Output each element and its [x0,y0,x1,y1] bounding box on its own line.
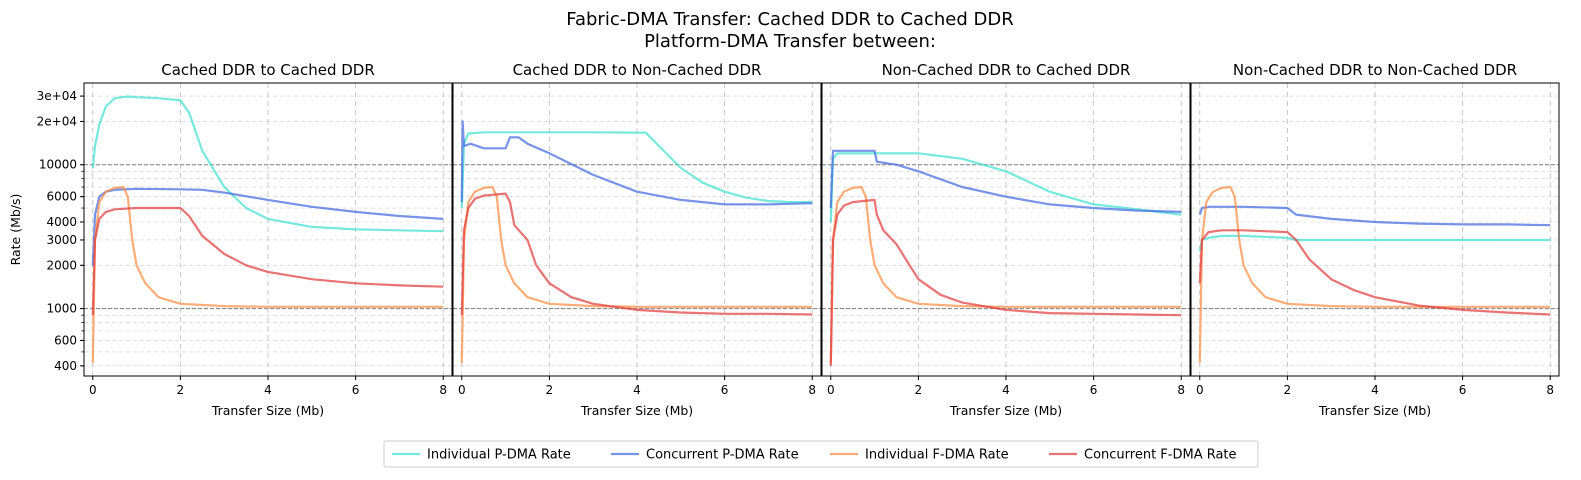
series-line-4 [1198,229,1551,316]
y-tick-label: 400 [54,359,77,373]
x-tick-label: 8 [1177,383,1185,397]
subplot-4: 0 2 4 6 8 Transfer Size (Mb) Non-Cached DDR to… [1190,61,1560,418]
legend-label: Concurrent F-DMA Rate [1084,448,1237,463]
series-line-4 [829,198,1182,366]
x-tick-label: 0 [458,383,466,397]
x-tick-label: 4 [264,383,272,397]
x-tick-label: 2 [915,383,923,397]
subplot-2: 0 2 4 6 8 Transfer Size (Mb) Cached DDR to Non… [452,61,822,418]
legend-item-2: Concurrent P-DMA Rate [611,448,799,463]
series-line-2 [91,187,444,266]
x-tick-label: 2 [177,383,185,397]
series-line-2 [829,149,1182,213]
legend-label: Concurrent P-DMA Rate [646,448,799,463]
x-axis-label: Transfer Size (Mb) [949,403,1062,418]
series-line-4 [460,192,813,316]
subplot-title: Cached DDR to Cached DDR [161,61,375,79]
series-line-3 [91,185,444,363]
y-tick-label: 600 [54,334,77,348]
y-axis-label: Rate (Mb/s) [8,194,23,266]
x-tick-label: 0 [1196,383,1204,397]
x-tick-label: 6 [1090,383,1098,397]
legend-frame [383,440,1259,468]
legend-label: Individual P-DMA Rate [427,448,571,463]
y-tick-label: 10000 [39,158,77,172]
series-line-2 [460,120,813,206]
series-line-4 [91,206,444,316]
x-axis-label: Transfer Size (Mb) [211,403,324,418]
x-tick-label: 0 [89,383,97,397]
y-tick-label: 2000 [46,258,77,272]
x-tick-label: 4 [1002,383,1010,397]
x-tick-label: 8 [808,383,816,397]
y-tick-label: 1000 [46,302,77,316]
series-line-1 [460,131,813,209]
x-tick-label: 4 [1371,383,1379,397]
subplot-title: Non-Cached DDR to Non-Cached DDR [1233,61,1517,79]
series-line-3 [1198,185,1551,363]
series-line-2 [1198,205,1551,227]
legend-item-1: Individual P-DMA Rate [392,448,571,463]
x-tick-label: 6 [352,383,360,397]
y-tick-label: 3e+04 [37,89,77,103]
figure-title-line-1: Fabric-DMA Transfer: Cached DDR to Cache… [566,9,1013,30]
subplot-1: 0 2 4 6 8 Transfer Size (Mb) Cached DDR to Cac… [8,61,453,418]
x-tick-label: 8 [1546,383,1554,397]
x-axis-label: Transfer Size (Mb) [1318,403,1431,418]
y-tick-label: 4000 [46,215,77,229]
y-tick-label: 6000 [46,190,77,204]
legend-item-4: Concurrent F-DMA Rate [1049,448,1237,463]
x-tick-label: 4 [633,383,641,397]
figure-title-line-2: Platform-DMA Transfer between: [644,31,936,52]
legend-label: Individual F-DMA Rate [865,448,1009,463]
subplot-title: Cached DDR to Non-Cached DDR [513,61,762,79]
y-tick-label: 2e+04 [37,114,77,128]
series-line-1 [829,152,1182,223]
legend-item-3: Individual F-DMA Rate [830,448,1009,463]
x-tick-label: 6 [1459,383,1467,397]
x-tick-label: 2 [1284,383,1292,397]
x-tick-label: 8 [439,383,447,397]
x-tick-label: 6 [721,383,729,397]
x-tick-label: 2 [546,383,554,397]
y-tick-label: 3000 [46,233,77,247]
x-tick-label: 0 [827,383,835,397]
subplot-3: 0 2 4 6 8 Transfer Size (Mb) Non-Cached DDR to… [821,61,1191,418]
subplot-panels: 0 2 4 6 8 Transfer Size (Mb) Cached DDR to Cac… [8,61,1560,418]
legend: Individual P-DMA Rate Concurrent P-DMA Ra… [383,440,1259,468]
subplot-title: Non-Cached DDR to Cached DDR [882,61,1131,79]
x-axis-label: Transfer Size (Mb) [580,403,693,418]
series-line-1 [91,95,444,233]
